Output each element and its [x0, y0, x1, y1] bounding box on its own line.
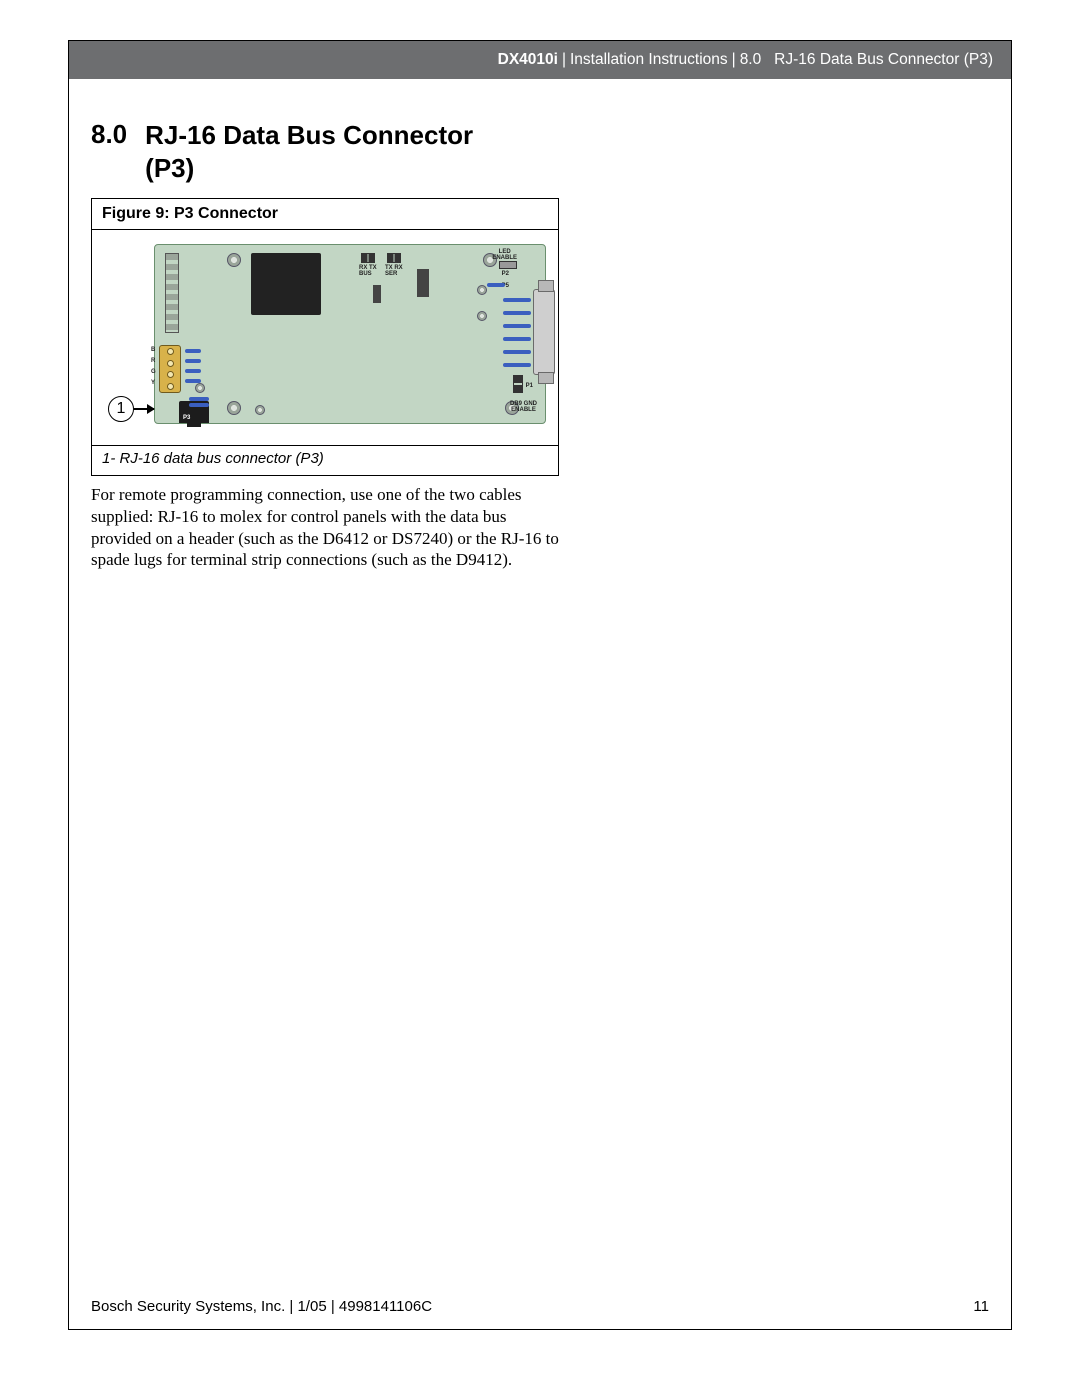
- section-title: RJ-16 Data Bus Connector (P3): [145, 119, 525, 184]
- molex-label-g: G: [151, 369, 156, 375]
- db9-connector-icon: [533, 289, 555, 375]
- mount-hole-icon: [255, 405, 265, 415]
- header-doc: Installation Instructions: [570, 51, 728, 69]
- p2-label: P2: [502, 271, 509, 277]
- mount-hole-icon: [195, 383, 205, 393]
- section-number: 8.0: [91, 119, 127, 150]
- small-ic-icon: [417, 269, 429, 297]
- db9-pins-icon: [503, 293, 531, 371]
- callout-circle: 1: [108, 396, 134, 422]
- section-heading: 8.0 RJ-16 Data Bus Connector (P3): [91, 119, 989, 184]
- figure-caption: 1- RJ-16 data bus connector (P3): [92, 446, 558, 475]
- pin-header-icon: [165, 253, 179, 333]
- jumper-icon: [387, 253, 401, 263]
- trace-icon: [189, 403, 209, 407]
- callout-arrow-icon: [134, 408, 154, 410]
- p3-label: P3: [183, 415, 190, 421]
- molex-label-r: R: [151, 358, 155, 364]
- molex-connector-icon: [159, 345, 181, 393]
- header-bar: DX4010i | Installation Instructions | 8.…: [69, 41, 1011, 79]
- trace-icon: [185, 359, 201, 363]
- db9-gnd-label: DB9 GND ENABLE: [510, 401, 537, 413]
- trace-icon: [185, 379, 201, 383]
- mount-hole-icon: [477, 285, 487, 295]
- jumper-icon: [361, 253, 375, 263]
- header-section-title: RJ-16 Data Bus Connector (P3): [774, 51, 993, 69]
- led-enable-label: LED ENABLE: [492, 249, 517, 261]
- p1-jumper-icon: [513, 375, 523, 393]
- callout-number: 1: [117, 400, 126, 418]
- figure-title: Figure 9: P3 Connector: [92, 199, 558, 230]
- mount-hole-icon: [477, 311, 487, 321]
- header-section-num: 8.0: [740, 51, 762, 69]
- rxtx-bus-label: RX TX BUS: [359, 265, 377, 277]
- header-sep2: |: [728, 51, 740, 69]
- p1-label: P1: [526, 383, 533, 389]
- header-product: DX4010i: [498, 51, 558, 69]
- molex-label-b: B: [151, 347, 155, 353]
- header-spacer: [761, 51, 774, 69]
- p2-jumper-icon: [499, 261, 517, 269]
- trace-icon: [185, 349, 201, 353]
- small-ic-icon: [373, 285, 381, 303]
- molex-label-y: Y: [151, 380, 155, 386]
- body-paragraph: For remote programming connection, use o…: [91, 484, 571, 571]
- header-sep1: |: [558, 51, 570, 69]
- trace-icon: [185, 369, 201, 373]
- trace-icon: [487, 283, 505, 287]
- txrx-ser-label: TX RX SER: [385, 265, 403, 277]
- mount-hole-icon: [227, 253, 241, 267]
- footer-left: Bosch Security Systems, Inc. | 1/05 | 49…: [91, 1298, 432, 1315]
- page-footer: Bosch Security Systems, Inc. | 1/05 | 49…: [91, 1298, 989, 1315]
- callout-1: 1: [108, 396, 154, 422]
- figure-box: Figure 9: P3 Connector: [91, 198, 559, 476]
- footer-page-number: 11: [973, 1298, 989, 1315]
- page-frame: DX4010i | Installation Instructions | 8.…: [68, 40, 1012, 1330]
- main-chip-icon: [251, 253, 321, 315]
- trace-icon: [189, 397, 209, 401]
- content-area: 8.0 RJ-16 Data Bus Connector (P3) Figure…: [69, 79, 1011, 571]
- pcb-board: B R G Y P3 RX TX BUS TX RX SER: [154, 244, 546, 424]
- figure-diagram: B R G Y P3 RX TX BUS TX RX SER: [92, 230, 558, 446]
- mount-hole-icon: [227, 401, 241, 415]
